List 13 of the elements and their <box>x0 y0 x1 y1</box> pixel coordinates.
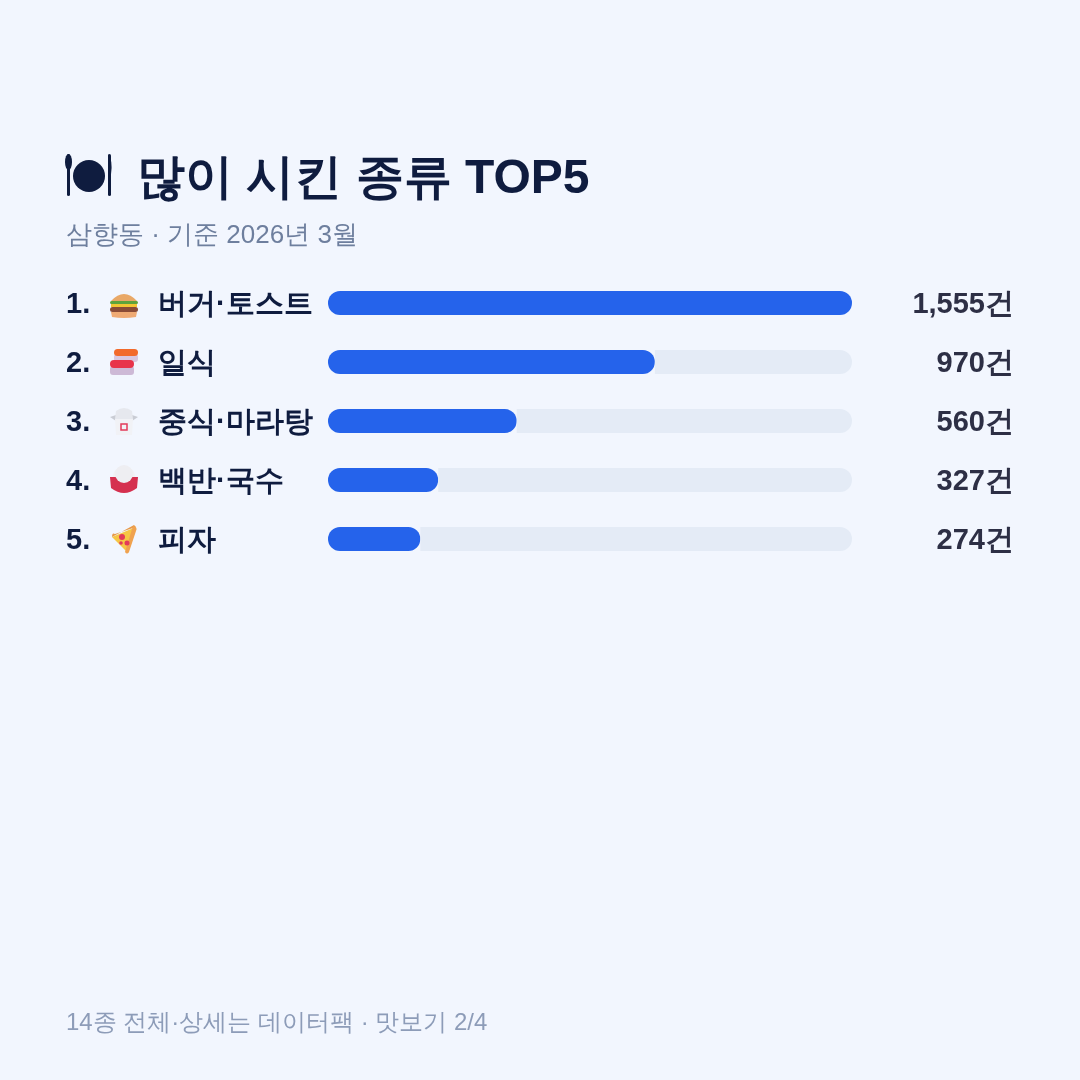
category-label: 5. 피자 <box>66 523 216 555</box>
chart-subtitle: 삼향동 · 기준 2026년 3월 <box>66 219 358 249</box>
category-label: 4. 백반·국수 <box>66 464 284 496</box>
category-label: 2. 일식 <box>66 346 216 378</box>
data-label: 1,555건 <box>912 287 1014 319</box>
data-label: 327건 <box>936 464 1014 496</box>
category-label: 1. 버거·토스트 <box>66 287 313 319</box>
category-label: 3. 중식·마라탕 <box>66 405 313 437</box>
chart-title: 많이 시킨 종류 TOP5 <box>137 150 590 203</box>
data-label: 560건 <box>936 405 1014 437</box>
text: 14종 전체·상세는 데이터팩 · 맛보기 2/4 <box>66 1008 488 1035</box>
data-label: 274건 <box>936 523 1014 555</box>
data-label: 970건 <box>936 346 1014 378</box>
